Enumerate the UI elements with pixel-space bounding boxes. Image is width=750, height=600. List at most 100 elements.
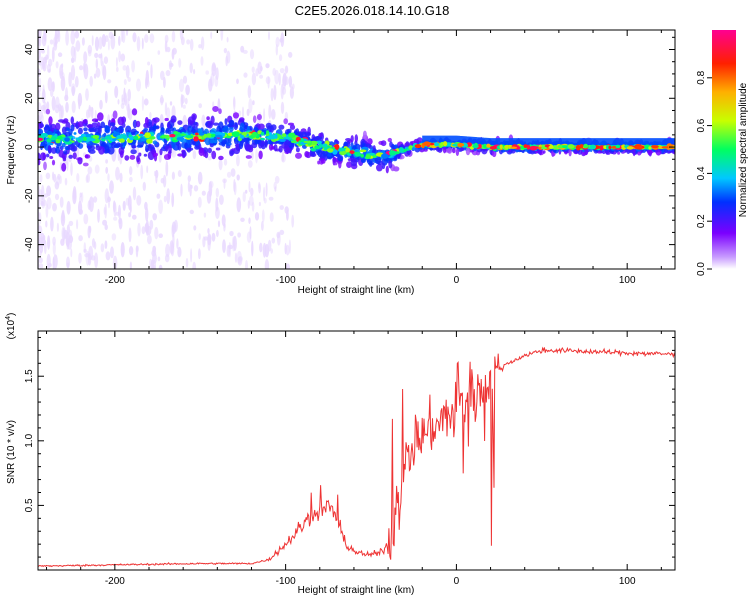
spectral-halo xyxy=(273,144,278,152)
noise-speck xyxy=(280,83,284,100)
noise-speck xyxy=(237,232,242,238)
noise-speck xyxy=(189,38,194,51)
noise-speck xyxy=(141,226,146,235)
spectral-halo xyxy=(542,150,546,154)
spectral-halo xyxy=(304,151,310,158)
spectral-halo xyxy=(244,143,251,152)
spectral-halo xyxy=(269,125,274,133)
noise-speck xyxy=(100,243,105,253)
noise-speck xyxy=(63,229,68,239)
noise-speck xyxy=(70,30,76,45)
spectral-halo xyxy=(70,116,75,125)
noise-speck xyxy=(261,209,265,223)
noise-speck xyxy=(197,196,202,208)
noise-speck xyxy=(198,103,202,109)
spectral-halo xyxy=(160,127,165,133)
spectral-peak xyxy=(104,135,112,140)
spectral-halo xyxy=(96,122,101,127)
noise-speck xyxy=(210,72,215,87)
spectral-halo xyxy=(91,118,99,122)
spectral-halo xyxy=(165,127,170,133)
colorbar: 0.0 0.2 0.4 0.6 0.8 Normalized spectral ampl… xyxy=(696,30,749,276)
x-tick-label: -200 xyxy=(105,576,125,587)
noise-speck xyxy=(285,263,290,269)
noise-speck xyxy=(210,31,213,40)
spectral-peak xyxy=(185,135,194,139)
noise-speck xyxy=(47,45,50,60)
noise-speck xyxy=(122,65,127,71)
colorbar-tick-label: 0.2 xyxy=(696,214,707,228)
spectral-halo xyxy=(143,122,149,129)
noise-speck xyxy=(53,254,58,269)
noise-speck xyxy=(61,209,65,222)
noise-speck xyxy=(107,195,111,209)
noise-speck xyxy=(274,175,280,184)
noise-speck xyxy=(79,195,82,203)
spectral-halo xyxy=(45,108,51,115)
spectral-peak xyxy=(365,154,372,159)
spectral-halo xyxy=(48,116,53,125)
spectral-halo xyxy=(170,118,176,123)
noise-speck xyxy=(270,88,274,102)
noise-speck xyxy=(259,65,263,72)
spectral-peak xyxy=(562,145,568,149)
spectral-halo xyxy=(229,150,235,155)
noise-speck xyxy=(45,203,49,218)
spectral-halo xyxy=(228,126,234,132)
spectral-halo xyxy=(380,140,387,147)
spectral-halo xyxy=(131,145,137,149)
snr-x-axis-label: Height of straight line (km) xyxy=(298,585,415,596)
noise-speck xyxy=(117,99,120,105)
noise-speck xyxy=(129,176,133,182)
spectral-peak xyxy=(499,144,503,150)
spectral-peak xyxy=(214,134,223,138)
spectral-peak xyxy=(75,137,79,141)
snr-line-layer xyxy=(38,346,675,568)
spectral-peak xyxy=(176,137,185,141)
spectral-peak xyxy=(359,149,367,153)
noise-speck xyxy=(83,51,88,64)
spectral-peak xyxy=(241,131,247,137)
spectral-halo xyxy=(87,123,93,129)
colorbar-tick-label: 0.8 xyxy=(696,70,707,84)
noise-speck xyxy=(265,182,268,197)
noise-speck xyxy=(249,49,255,60)
noise-speck xyxy=(179,78,184,93)
noise-speck xyxy=(190,184,193,189)
spectral-halo xyxy=(117,116,125,126)
noise-speck xyxy=(89,75,93,87)
spectral-band-outer xyxy=(422,135,675,149)
spectral-halo xyxy=(153,117,160,123)
spectral-peak xyxy=(339,150,347,156)
spectral-halo xyxy=(218,108,222,115)
spectral-halo xyxy=(221,127,228,133)
spectral-peak xyxy=(414,144,422,149)
noise-speck xyxy=(145,206,149,222)
spectral-halo xyxy=(210,115,215,125)
spectrogram-y-axis-label: Frequency (Hz) xyxy=(6,116,17,185)
noise-speck xyxy=(182,75,188,84)
noise-speck xyxy=(269,212,274,223)
noise-speck xyxy=(86,173,90,183)
spectral-halo xyxy=(46,130,53,136)
noise-speck xyxy=(163,76,166,89)
noise-speck xyxy=(279,68,285,74)
noise-speck xyxy=(228,244,234,250)
noise-speck xyxy=(116,66,119,73)
spectral-halo xyxy=(138,152,142,157)
noise-speck xyxy=(59,64,64,79)
noise-speck xyxy=(207,156,212,161)
noise-speck xyxy=(193,68,196,75)
noise-speck xyxy=(185,84,190,96)
noise-speck xyxy=(162,174,167,188)
noise-speck xyxy=(201,190,206,196)
noise-speck xyxy=(149,111,152,119)
spectral-halo xyxy=(62,157,67,162)
spectral-halo xyxy=(354,134,358,143)
spectral-halo xyxy=(367,138,373,145)
spectral-peak xyxy=(38,137,44,141)
noise-speck xyxy=(68,71,72,87)
noise-speck xyxy=(238,255,243,262)
y-tick-label: 0 xyxy=(24,144,35,150)
